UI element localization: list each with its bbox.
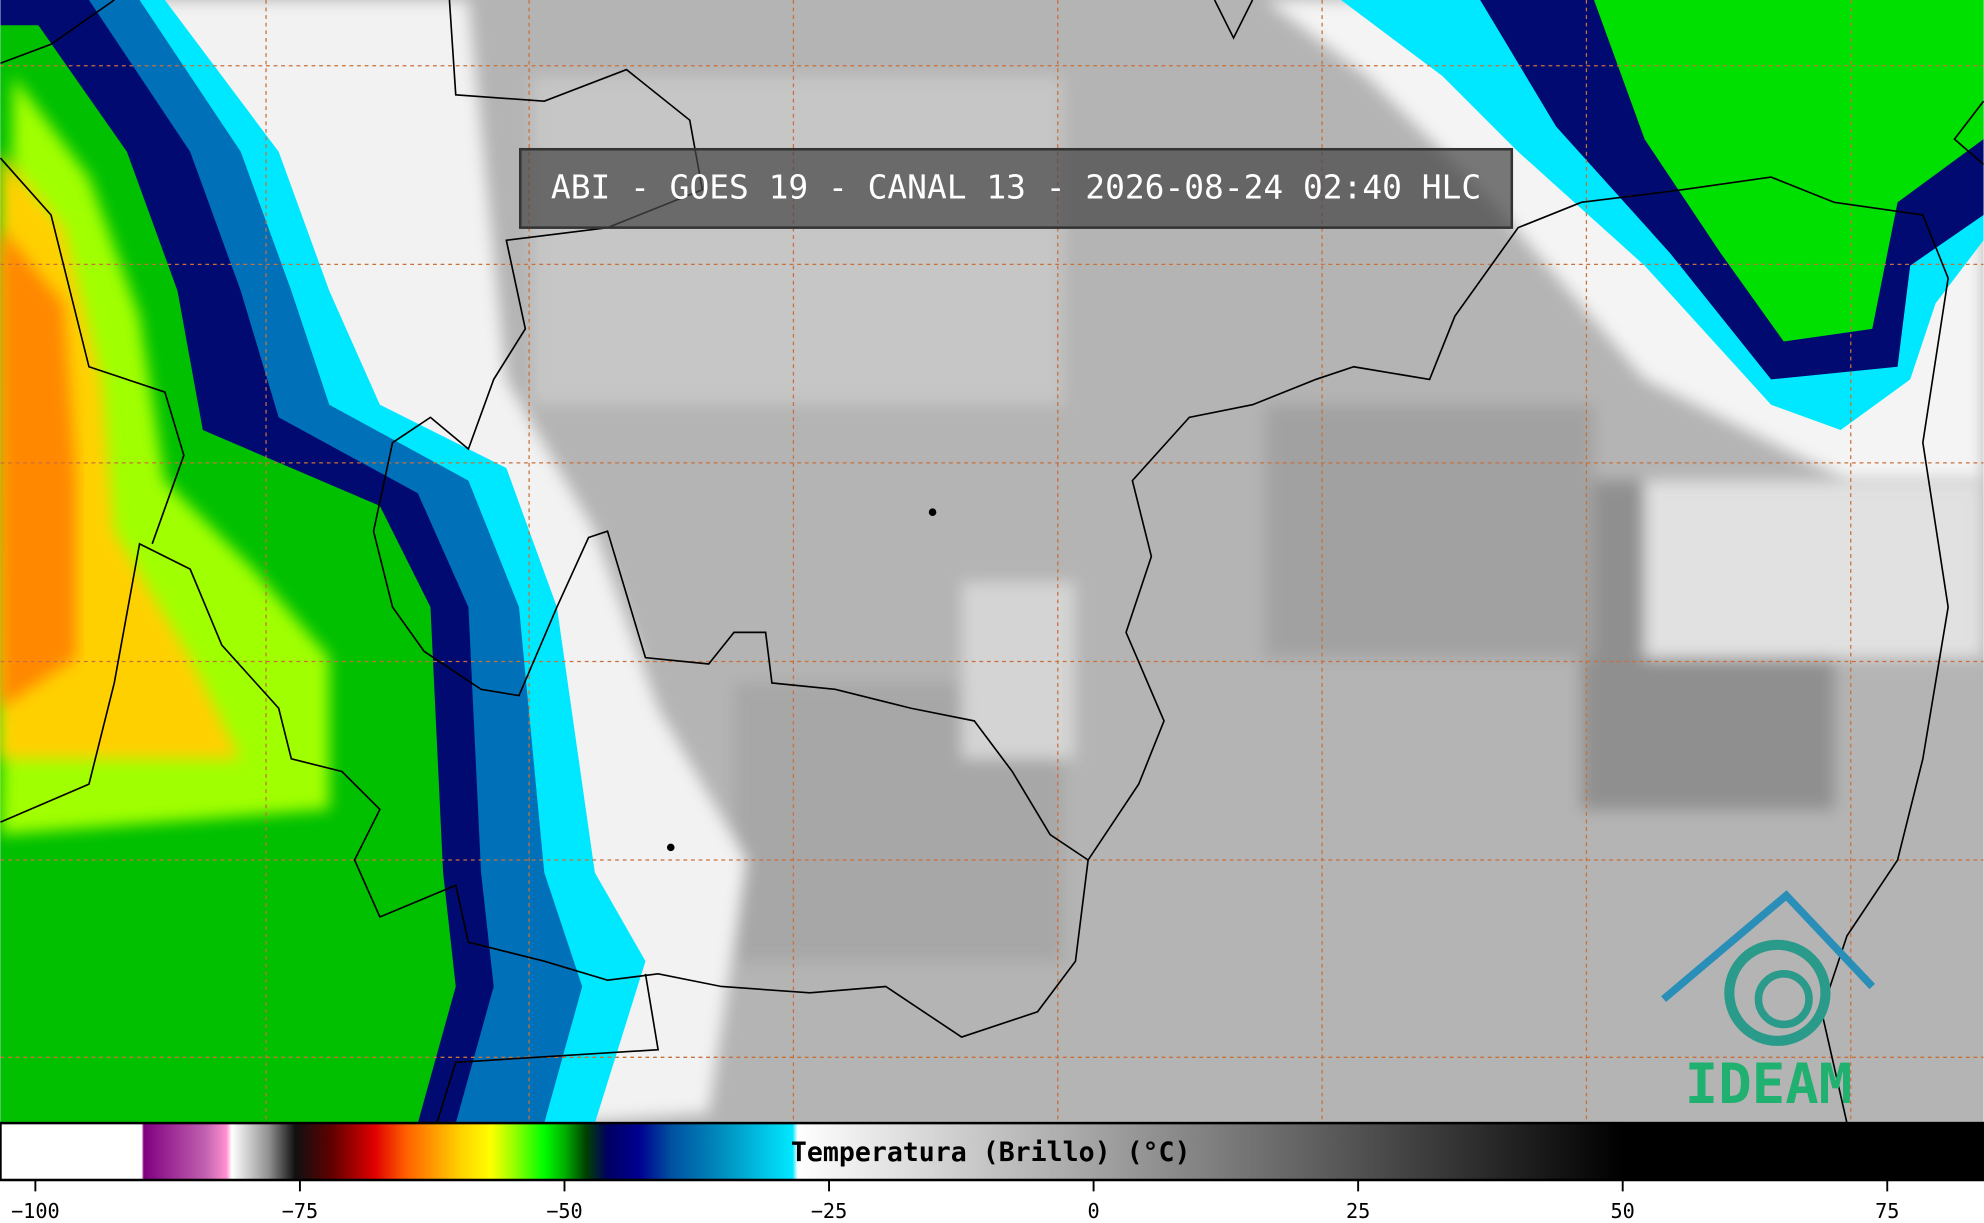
tick-label: 25 [1346, 1199, 1370, 1223]
logo-text: IDEAM [1685, 1052, 1852, 1117]
tick-label: −75 [282, 1199, 319, 1223]
tick-label: −25 [811, 1199, 848, 1223]
tick-label: 0 [1087, 1199, 1099, 1223]
colorbar-label: Temperatura (Brillo) (°C) [791, 1137, 1191, 1168]
title-box: ABI - GOES 19 - CANAL 13 - 2026-08-24 02… [518, 147, 1514, 229]
tick-label: −100 [11, 1199, 60, 1223]
logo: IDEAM [1661, 890, 1876, 1117]
colorbar: Temperatura (Brillo) (°C) −100 −75 −50 −25 0… [0, 1121, 1984, 1223]
tick-label: 75 [1875, 1199, 1899, 1223]
tick-label: 50 [1611, 1199, 1635, 1223]
tick-label: −50 [546, 1199, 583, 1223]
title: ABI - GOES 19 - CANAL 13 - 2026-08-24 02… [551, 168, 1481, 207]
